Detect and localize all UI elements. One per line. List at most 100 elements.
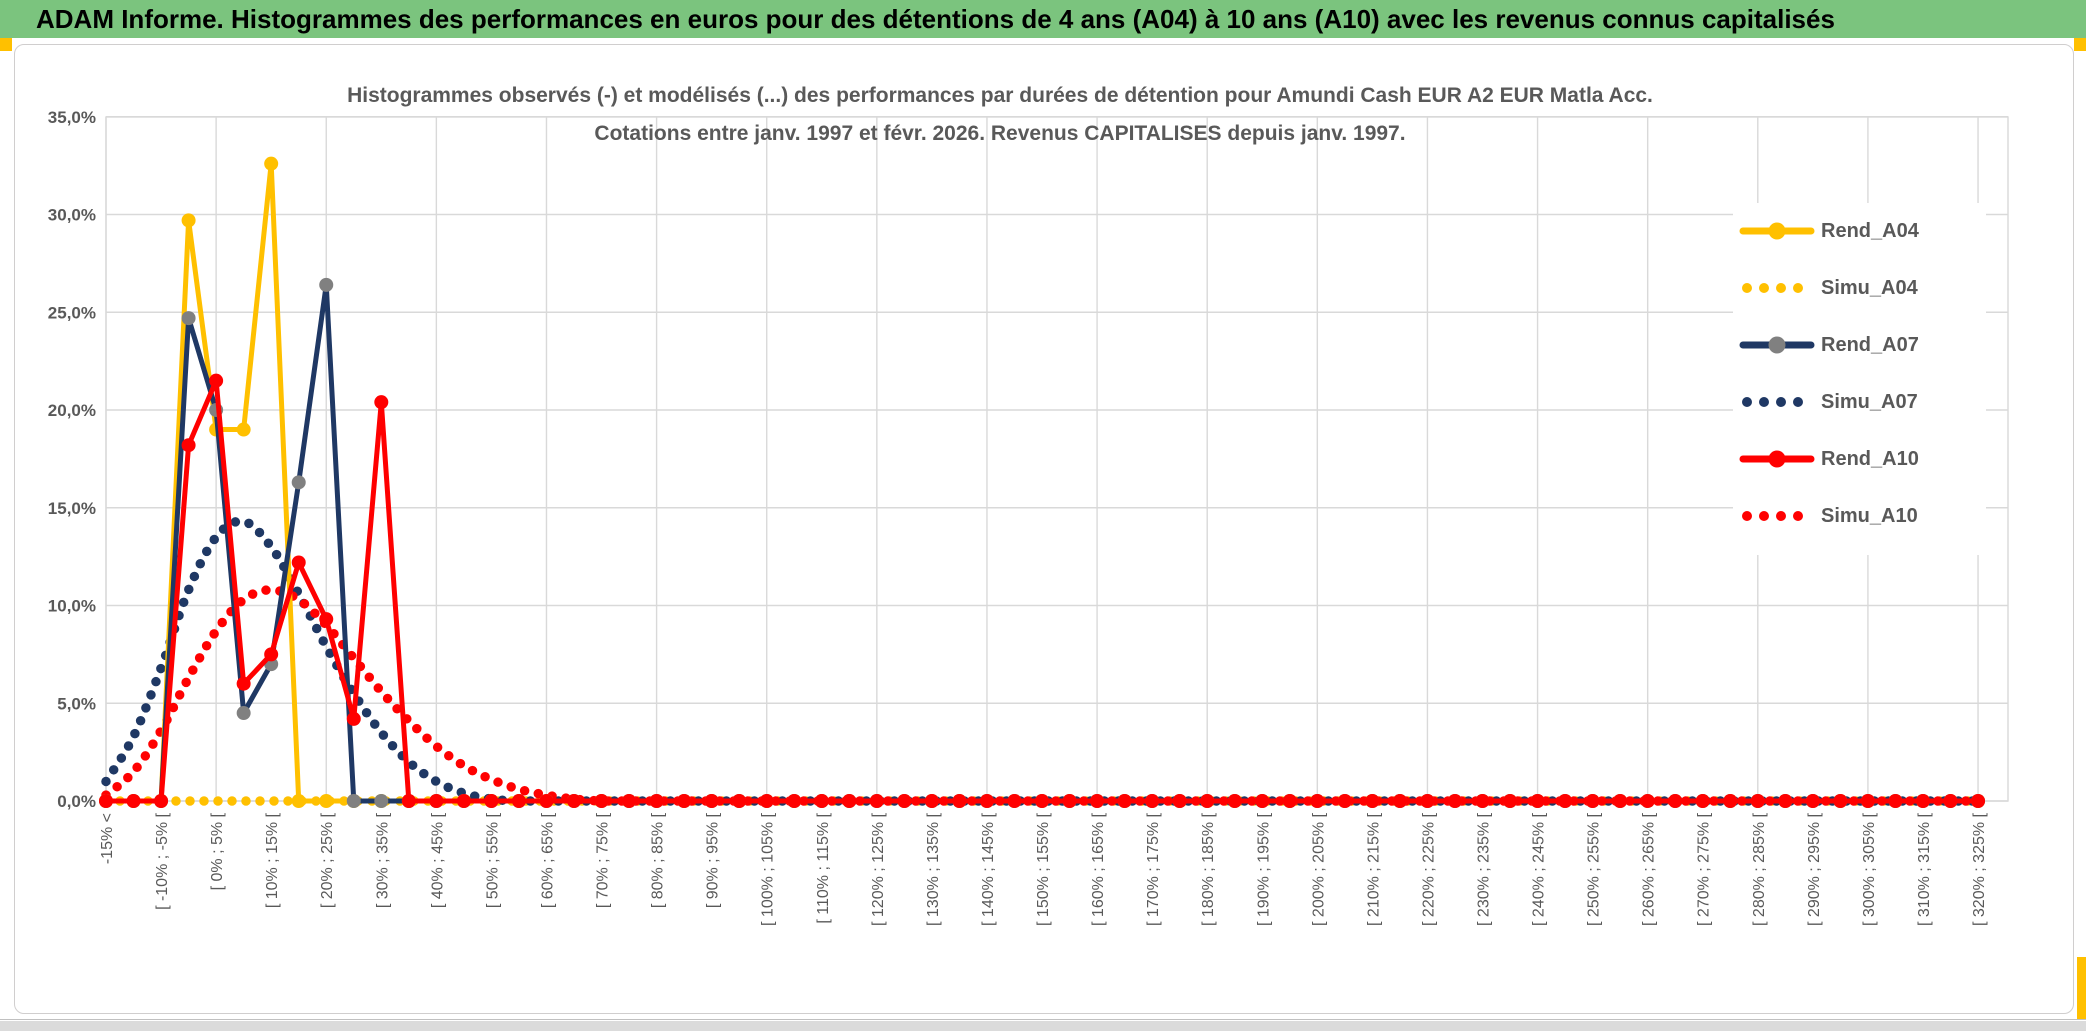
series-Rend_A10-marker [814, 794, 829, 808]
chart-title-line2: Cotations entre janv. 1997 et févr. 2026… [594, 122, 1406, 145]
series-Rend_A10-marker [1420, 794, 1435, 808]
x-axis-label: [ 230% ; 235% [ [1476, 812, 1493, 926]
series-Rend_A10-marker [1117, 794, 1132, 808]
series-Rend_A10-marker [869, 794, 884, 808]
series-Rend_A10-marker [429, 794, 444, 808]
swatch-marker [1768, 222, 1786, 240]
x-axis-label: [ 110% ; 115% [ [815, 812, 832, 923]
series-Simu_A10-curve[interactable] [101, 585, 1983, 806]
series-Rend_A10-marker [1062, 794, 1077, 808]
series-Rend_A10-marker [1090, 794, 1105, 808]
series-Rend_A10-marker [759, 794, 774, 808]
series-Rend_A10-marker [732, 794, 747, 808]
sheet-title: ADAM Informe. Histogrammes des performan… [36, 3, 1835, 34]
legend-item-rend-a10[interactable]: Rend_A10 [1739, 447, 1986, 471]
series-Rend_A10-marker [1392, 794, 1407, 808]
series-Rend_A10-marker [264, 647, 279, 662]
legend-item-rend-a04[interactable]: Rend_A04 [1739, 219, 1986, 243]
series-Rend_A10-marker [1805, 794, 1820, 808]
series-Rend_A10-marker [1888, 794, 1903, 808]
legend-item-simu-a10[interactable]: Simu_A10 [1739, 504, 1986, 528]
series-Rend_A10-marker [1943, 794, 1958, 808]
legend-swatch-dotted-gold-icon [1742, 283, 1814, 293]
series-Rend_A10-marker [126, 794, 141, 808]
series-Rend_A10-marker [1860, 794, 1875, 808]
y-axis-label: 15,0% [48, 499, 96, 518]
legend-label: Rend_A10 [1821, 447, 1919, 470]
x-axis-label: [ 290% ; 295% [ [1806, 812, 1823, 926]
series-Rend_A10-marker [1530, 794, 1545, 808]
x-axis-label: [ 300% ; 305% [ [1861, 812, 1878, 926]
series-Rend_A10-marker [1282, 794, 1297, 808]
series-Rend_A04-marker [236, 422, 251, 437]
series-Rend_A07-marker [346, 794, 361, 808]
x-axis-label: [ 310% ; 315% [ [1916, 812, 1933, 926]
series-Rend_A10-marker [374, 395, 389, 410]
series-Rend_A10-marker [677, 794, 692, 808]
horizontal-scrollbar[interactable] [0, 1021, 2086, 1031]
series-Rend_A10-marker [594, 794, 609, 808]
x-axis-label: [ 180% ; 185% [ [1200, 812, 1217, 926]
series-Rend_A10-marker [1750, 794, 1765, 808]
x-axis-label: [ 10% ; 15% [ [264, 812, 281, 908]
series-Rend_A10-marker [539, 794, 554, 808]
series-Rend_A07-marker [181, 311, 196, 326]
series-Rend_A10-marker [1200, 794, 1215, 808]
x-axis-label: [ -10% ; -5% [ [154, 812, 171, 909]
series-Rend_A10-marker [952, 794, 967, 808]
series-Rend_A07-marker [374, 794, 389, 808]
y-axis-label: 35,0% [48, 108, 96, 127]
series-Rend_A10-marker [1475, 794, 1490, 808]
x-axis-label: [ 80% ; 85% [ [650, 812, 667, 908]
x-axis-label: [ 210% ; 215% [ [1365, 812, 1382, 926]
x-axis-label: [ 140% ; 145% [ [980, 812, 997, 926]
series-Rend_A04-marker [181, 213, 196, 228]
x-axis-label: [ 250% ; 255% [ [1586, 812, 1603, 926]
series-Rend_A07-line[interactable] [106, 282, 1979, 804]
series-Rend_A07-marker [291, 475, 306, 490]
series-Rend_A10-marker [291, 555, 306, 570]
x-axis-label: [ 280% ; 285% [ [1751, 812, 1768, 926]
x-axis-label: [ 0% ; 5% [ [209, 812, 226, 890]
right-edge-accent [2077, 957, 2086, 1019]
series-Rend_A10-marker [1695, 794, 1710, 808]
series-Rend_A07-marker [236, 706, 251, 721]
legend-swatch-solid-red-icon [1739, 450, 1815, 468]
chart-object[interactable] [14, 44, 2074, 1014]
series-Rend_A10-marker [181, 438, 196, 453]
x-axis-label: [ 270% ; 275% [ [1696, 812, 1713, 926]
x-axis-label: [ 240% ; 245% [ [1531, 812, 1548, 926]
x-axis-label: [ 160% ; 165% [ [1090, 812, 1107, 926]
series-Rend_A10-marker [622, 794, 637, 808]
right-cell-accent [2074, 38, 2086, 51]
series-Rend_A10-marker [1310, 794, 1325, 808]
sheet-header-bar: ADAM Informe. Histogrammes des performan… [0, 0, 2086, 38]
series-Simu_A07-curve[interactable] [101, 516, 1983, 806]
series-Rend_A10-marker [1255, 794, 1270, 808]
x-axis-label: [ 130% ; 135% [ [925, 812, 942, 926]
x-axis-label: [ 90% ; 95% [ [705, 812, 722, 908]
left-cell-accent [0, 38, 12, 51]
series-Rend_A10-marker [1558, 794, 1573, 808]
series-Rend_A10-marker [456, 794, 471, 808]
x-axis-label: [ 200% ; 205% [ [1310, 812, 1327, 926]
series-Rend_A10-marker [1035, 794, 1050, 808]
series-Rend_A10-marker [511, 794, 526, 808]
series-Rend_A10-marker [346, 711, 361, 726]
series-Rend_A10-marker [1915, 794, 1930, 808]
series-Rend_A10-marker [649, 794, 664, 808]
series-Rend_A10-marker [567, 794, 582, 808]
series-Rend_A10-marker [1833, 794, 1848, 808]
x-axis-label: [ 150% ; 155% [ [1035, 812, 1052, 926]
legend-item-rend-a07[interactable]: Rend_A07 [1739, 333, 1986, 357]
series-Rend_A10-marker [1585, 794, 1600, 808]
series-Rend_A04-marker [319, 794, 334, 808]
legend-item-simu-a07[interactable]: Simu_A07 [1739, 390, 1986, 414]
series-Rend_A10-marker [1778, 794, 1793, 808]
series-Rend_A10-marker [1613, 794, 1628, 808]
legend[interactable]: Rend_A04 Simu_A04 Rend_A07 Simu_A07 Rend… [1733, 203, 1986, 555]
legend-item-simu-a04[interactable]: Simu_A04 [1739, 276, 1986, 300]
series-Rend_A10-marker [401, 794, 416, 808]
